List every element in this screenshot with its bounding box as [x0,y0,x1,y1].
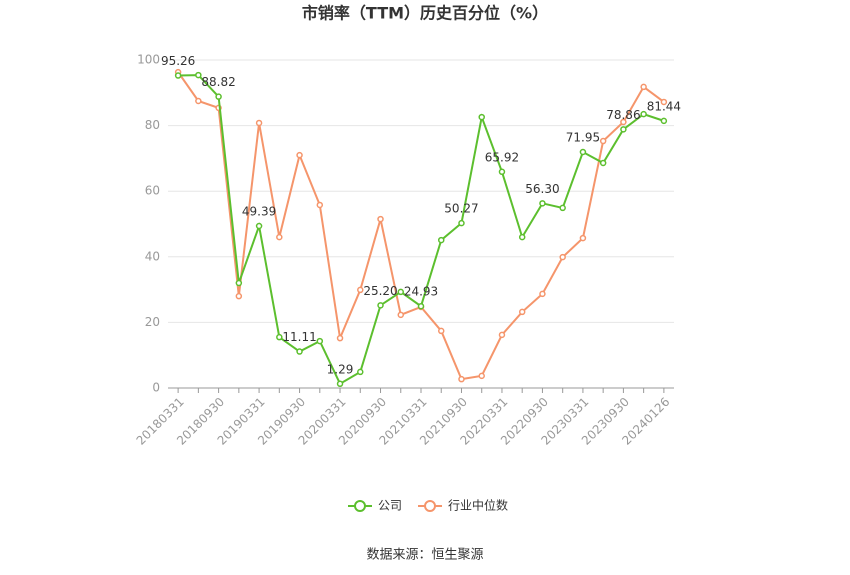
data-label: 56.30 [525,182,559,196]
point [579,148,587,156]
data-label: 50.27 [444,202,478,216]
point [478,372,485,380]
point [296,348,303,355]
point [539,290,546,298]
y-tick-label: 40 [145,249,160,263]
y-tick-label: 60 [145,184,160,198]
point [255,222,263,230]
y-tick-label: 20 [145,315,160,329]
point [357,368,364,376]
y-tick-label: 100 [137,53,160,67]
legend-marker [424,500,437,512]
y-tick-label: 0 [152,381,160,395]
point [458,219,465,227]
point [640,83,647,91]
series-line [177,71,665,381]
point [417,302,425,310]
source-note: 数据来源：恒生聚源 [366,548,483,563]
legend-marker [354,500,366,512]
point [336,380,344,388]
point [559,204,566,212]
y-tick-label: 80 [145,118,160,132]
point [660,117,668,125]
point [316,201,324,209]
point [518,308,526,316]
point [397,311,405,319]
data-label: 24.93 [404,285,438,299]
point [276,333,283,341]
point [620,126,627,133]
point [377,215,384,223]
point [660,98,668,106]
data-label: 88.82 [201,75,235,89]
point [498,331,506,339]
point [437,327,445,335]
data-label: 11.11 [282,330,316,344]
legend-label: 公司 [378,499,402,513]
data-label: 81.44 [647,99,681,113]
point [195,71,202,79]
point [336,334,344,342]
point [397,288,405,296]
point [357,286,364,294]
point [215,93,222,100]
point [539,200,546,207]
point [620,118,627,126]
data-label: 25.20 [363,284,397,298]
series-line [178,74,665,386]
data-label: 65.92 [485,150,519,164]
point [518,233,526,241]
point [235,279,243,287]
point [599,137,607,145]
point [195,97,202,105]
point [296,151,303,159]
data-label: 78.86 [606,108,640,122]
point [458,375,465,383]
legend-label: 行业中位数 [448,498,508,513]
point [276,233,283,241]
point [478,113,485,121]
chart-title: 市销率（TTM）历史百分位（%） [302,4,548,23]
point [174,72,182,79]
point [559,253,566,261]
data-label: 1.29 [327,362,354,376]
data-label: 95.26 [161,54,195,68]
point [235,292,243,300]
data-label: 71.95 [566,131,600,145]
point [579,234,587,242]
point [498,168,506,176]
point [437,236,445,244]
point [316,337,324,345]
point [599,159,607,167]
point [255,119,263,127]
data-label: 49.39 [242,205,276,219]
point [377,302,384,309]
point [640,110,647,118]
